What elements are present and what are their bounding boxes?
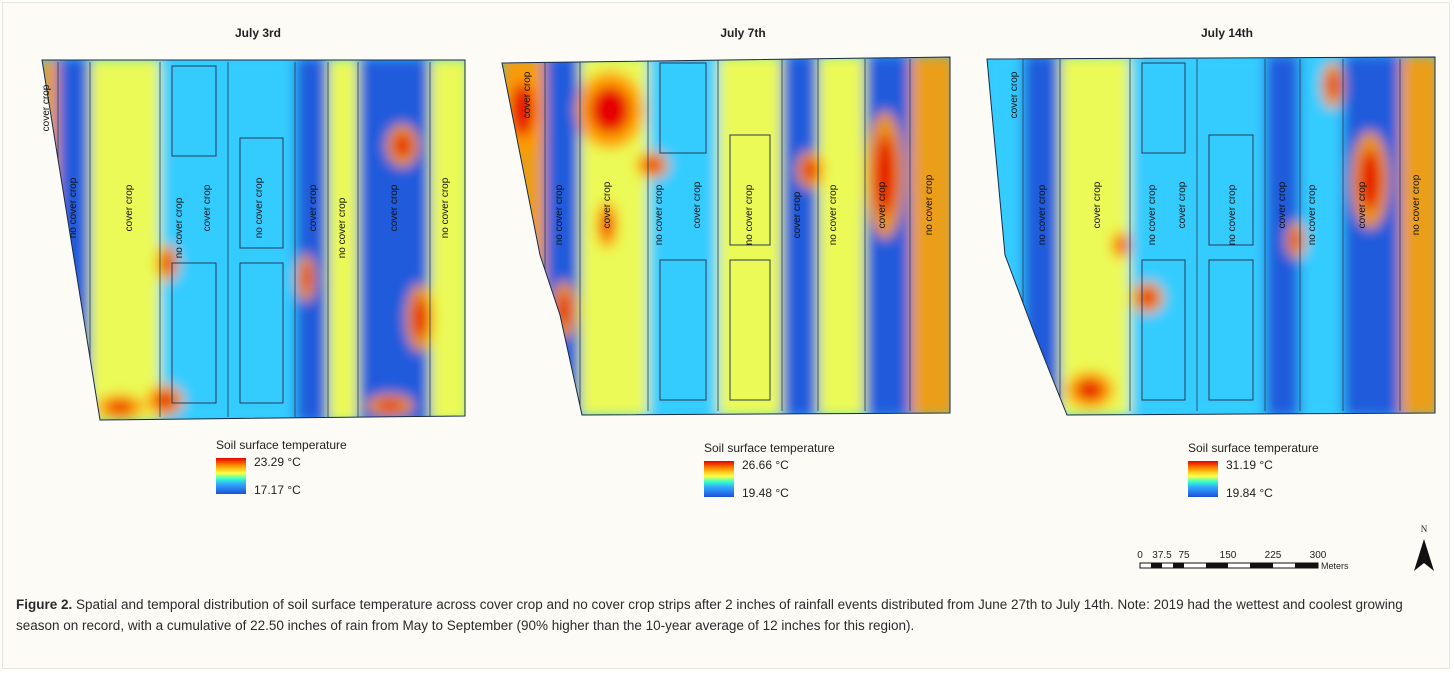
legend-title: Soil surface temperature [1188, 441, 1319, 455]
strip-label: cover crop [602, 181, 613, 228]
scale-tick-37-5: 37.5 [1152, 550, 1172, 561]
strip-label: cover crop [792, 191, 803, 238]
strip-label: no cover crop [554, 184, 565, 245]
panel-title-july-14: July 14th [1200, 26, 1254, 40]
strip-label: no cover crop [254, 177, 265, 238]
strip-label: cover crop [1357, 181, 1368, 228]
scale-tick-300: 300 [1310, 550, 1327, 561]
legend-max-value: 23.29 °C [254, 455, 301, 469]
heat-surface [987, 57, 1435, 415]
strip-label: no cover crop [1037, 184, 1048, 245]
scale-tick-75: 75 [1178, 550, 1190, 561]
scale-unit: Meters [1321, 561, 1349, 571]
legend-max-value: 31.19 °C [1226, 458, 1273, 472]
strip-label: no cover crop [68, 177, 79, 238]
legend-color-ramp [216, 458, 246, 494]
strip-label: cover crop [41, 84, 52, 131]
legend-title: Soil surface temperature [704, 441, 835, 455]
strip-label: cover crop [1177, 181, 1188, 228]
north-arrow: N [1414, 524, 1434, 571]
strip-label: cover crop [1092, 181, 1103, 228]
strip-label: no cover crop [924, 174, 935, 235]
temperature-map-july-14: cover crop no cover crop cover crop no cove… [986, 56, 1436, 416]
strip-label: cover crop [877, 181, 888, 228]
legend-color-ramp [704, 461, 734, 497]
panel-title-july-7: July 7th [720, 26, 766, 40]
strip-label: cover crop [522, 71, 533, 118]
legend-min-value: 17.17 °C [254, 483, 301, 497]
strip-label: no cover crop [744, 184, 755, 245]
scale-tick-0: 0 [1137, 550, 1143, 561]
north-arrow-icon [1414, 539, 1434, 571]
strip-label: cover crop [1009, 71, 1020, 118]
strip-label: no cover crop [1411, 174, 1422, 235]
scale-tick-150: 150 [1220, 550, 1237, 561]
strip-label: cover crop [692, 181, 703, 228]
strip-label: cover crop [202, 184, 213, 231]
legend-title: Soil surface temperature [216, 438, 347, 452]
heat-surface [42, 60, 465, 420]
strip-label: cover crop [308, 184, 319, 231]
temperature-map-july-3: cover crop no cover crop cover crop no cove… [41, 59, 466, 421]
temperature-map-july-7: cover crop no cover crop cover crop no cove… [501, 56, 951, 416]
strip-label: cover crop [389, 184, 400, 231]
figure-caption: Figure 2. Spatial and temporal distribut… [16, 594, 1436, 636]
strip-label: cover crop [1277, 181, 1288, 228]
strip-label: no cover crop [654, 184, 665, 245]
strip-label: no cover crop [828, 184, 839, 245]
scale-tick-225: 225 [1265, 550, 1282, 561]
strip-label: no cover crop [440, 177, 451, 238]
panel-title-july-3: July 3rd [234, 26, 282, 40]
heat-surface [502, 57, 950, 415]
legend-min-value: 19.48 °C [742, 486, 789, 500]
strip-label: cover crop [124, 184, 135, 231]
strip-label: no cover crop [1227, 184, 1238, 245]
caption-text: Spatial and temporal distribution of soi… [16, 597, 1403, 633]
strip-label: no cover crop [1307, 184, 1318, 245]
legend-color-ramp [1188, 461, 1218, 497]
strip-label: no cover crop [337, 197, 348, 258]
strip-label: no cover crop [1147, 184, 1158, 245]
legend-min-value: 19.84 °C [1226, 486, 1273, 500]
strip-label: no cover crop [174, 197, 185, 258]
north-label: N [1421, 524, 1428, 534]
caption-label: Figure 2. [16, 597, 73, 612]
scale-bar: 0 37.5 75 150 225 300 Meters [1137, 550, 1349, 571]
scale-segments [1139, 562, 1319, 569]
legend-max-value: 26.66 °C [742, 458, 789, 472]
